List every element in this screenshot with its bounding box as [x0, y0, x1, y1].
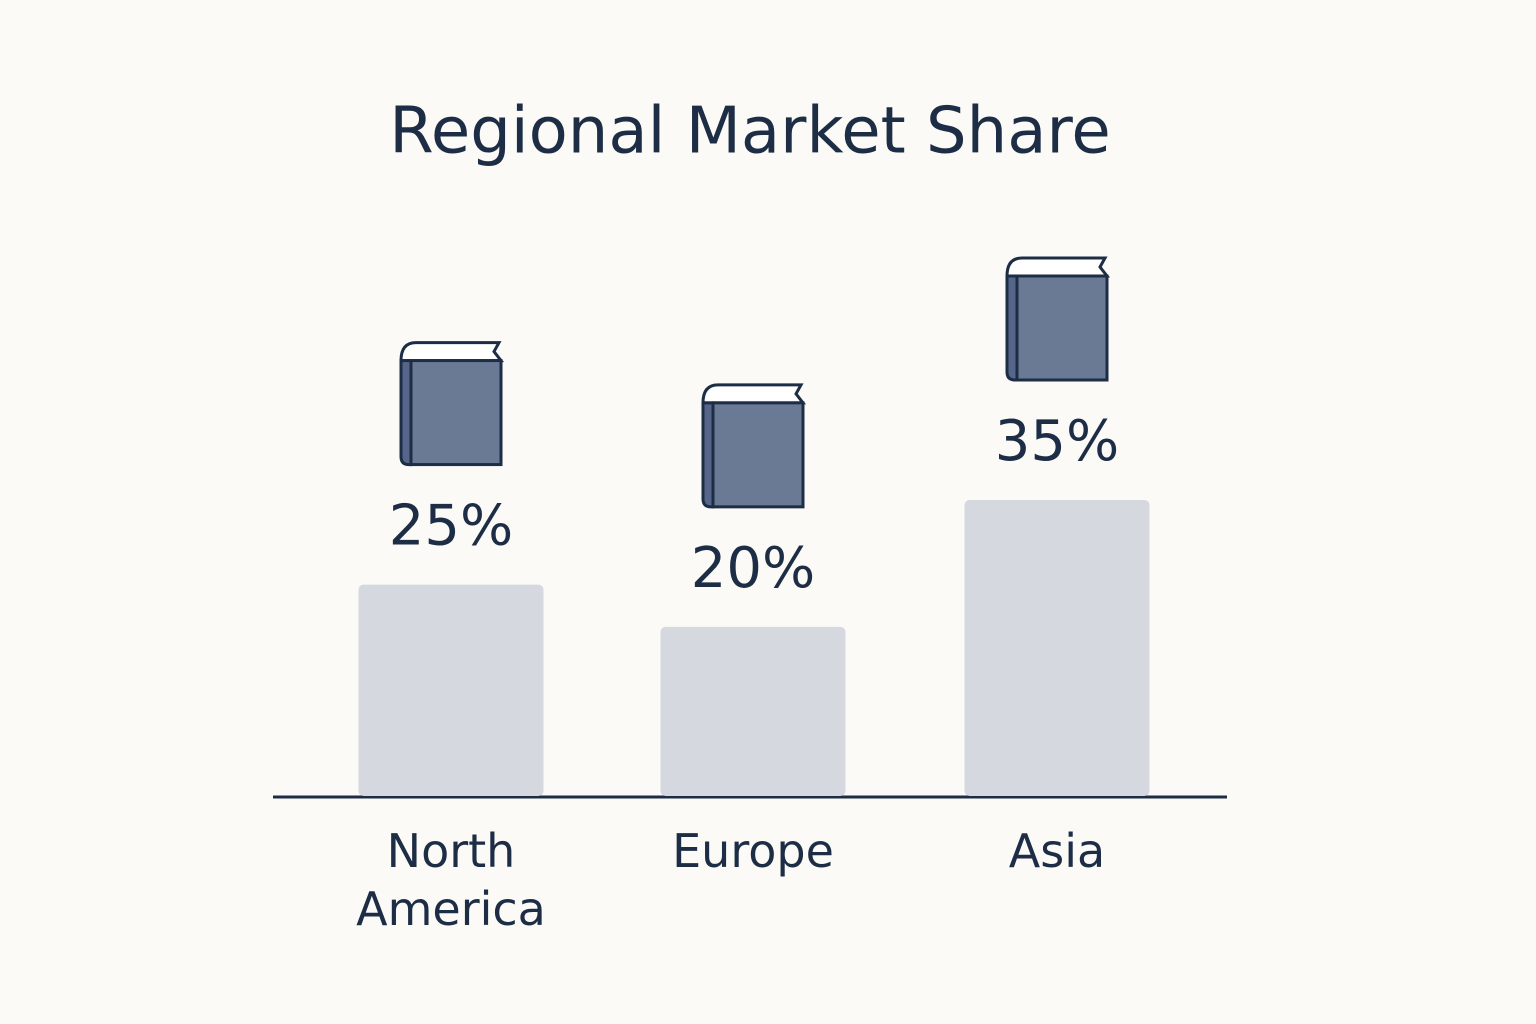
value-label: 35% [995, 409, 1119, 474]
book-cover [711, 401, 805, 509]
bar [964, 500, 1150, 796]
chart-title: Regional Market Share [389, 95, 1110, 169]
x-tick-label: Europe [672, 824, 834, 878]
value-label: 25% [389, 494, 513, 559]
bar [358, 584, 544, 796]
book-cover [409, 359, 503, 467]
x-tick-label: Asia [1008, 824, 1106, 878]
value-label: 20% [691, 536, 815, 601]
book-pages [1005, 256, 1111, 278]
x-tick-label: North America [356, 824, 546, 936]
bar [660, 626, 846, 796]
book-pages [399, 341, 505, 363]
book-pages [701, 383, 807, 405]
book-cover [1015, 274, 1109, 382]
